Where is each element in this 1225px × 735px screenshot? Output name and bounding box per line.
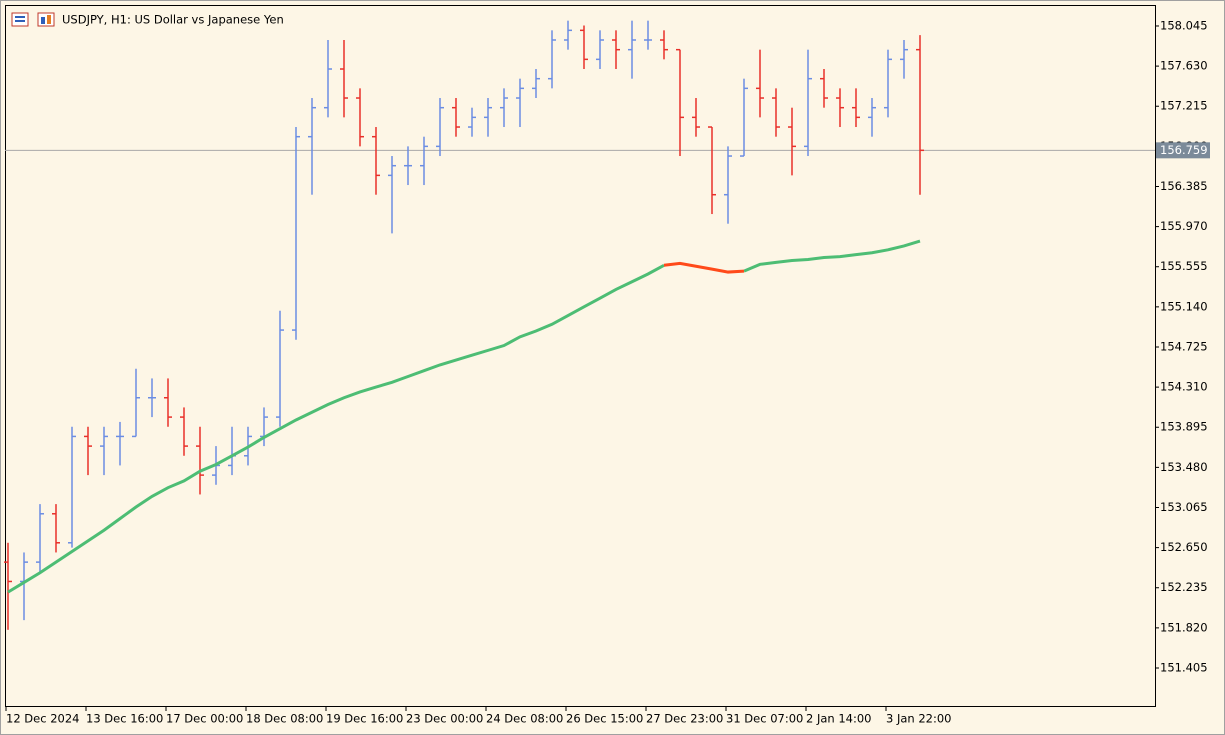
y-tick-label: 154.725: [1160, 339, 1208, 353]
chart-title: USDJPY, H1: US Dollar vs Japanese Yen: [62, 13, 284, 27]
y-tick-label: 153.065: [1160, 500, 1208, 514]
icon: [15, 16, 25, 18]
y-tick-label: 153.895: [1160, 420, 1208, 434]
x-tick-label: 13 Dec 16:00: [86, 712, 163, 726]
x-tick-label: 24 Dec 08:00: [486, 712, 563, 726]
y-tick-label: 157.630: [1160, 59, 1208, 73]
icon: [37, 12, 55, 27]
y-tick-label: 152.650: [1160, 540, 1208, 554]
toolbar-icons: [11, 12, 55, 27]
x-tick-label: 18 Dec 08:00: [246, 712, 323, 726]
moving-average: [7, 239, 921, 594]
x-tick-label: 12 Dec 2024: [6, 712, 79, 726]
y-tick-label: 155.970: [1160, 219, 1208, 233]
current-price-label: 156.759: [1160, 143, 1208, 157]
icon: [15, 20, 25, 22]
y-tick-label: 156.385: [1160, 179, 1208, 193]
x-tick-label: 17 Dec 00:00: [166, 712, 243, 726]
y-tick-label: 151.820: [1160, 620, 1208, 634]
y-tick-label: 151.405: [1160, 661, 1208, 675]
y-tick-label: 153.480: [1160, 460, 1208, 474]
y-tick-label: 155.140: [1160, 299, 1208, 313]
y-tick-label: 157.215: [1160, 99, 1208, 113]
x-tick-label: 26 Dec 15:00: [566, 712, 643, 726]
x-tick-label: 19 Dec 16:00: [326, 712, 403, 726]
icon: [47, 15, 51, 24]
x-tick-label: 2 Jan 14:00: [806, 712, 872, 726]
current-price-box: [1156, 142, 1210, 159]
icon: [11, 12, 29, 27]
x-tick-label: 23 Dec 00:00: [406, 712, 483, 726]
plot-frame: [5, 5, 1156, 707]
icon: [41, 17, 45, 24]
y-tick-label: 154.310: [1160, 380, 1208, 394]
y-tick-label: 152.235: [1160, 580, 1208, 594]
x-tick-label: 27 Dec 23:00: [646, 712, 723, 726]
y-tick-label: 158.045: [1160, 18, 1208, 32]
moving-average: [663, 261, 745, 274]
x-tick-label: 31 Dec 07:00: [726, 712, 803, 726]
y-tick-label: 155.555: [1160, 259, 1208, 273]
x-tick-label: 3 Jan 22:00: [886, 712, 952, 726]
